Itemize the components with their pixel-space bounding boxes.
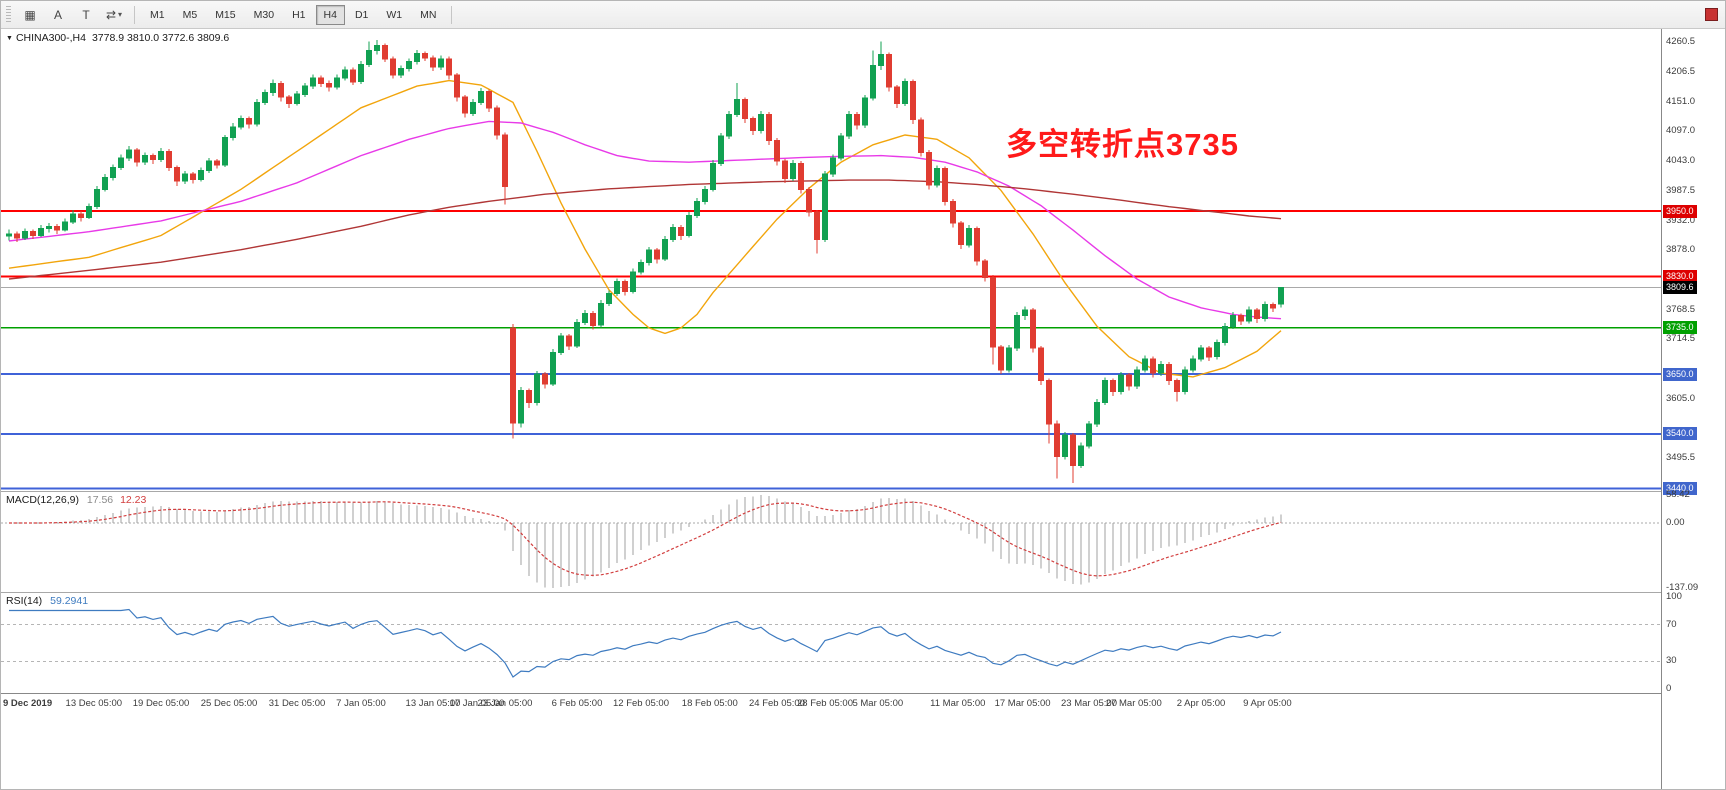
timeframe-toolbar: M1 M5 M15 M30 H1 H4 D1 W1 MN <box>141 4 445 25</box>
rsi-label: RSI(14) <box>6 595 43 607</box>
timeframe-h1[interactable]: H1 <box>292 8 306 21</box>
macd-panel[interactable]: MACD(12,26,9) 17.56 12.23 <box>1 492 1661 593</box>
time-label: 5 Mar 05:00 <box>852 698 904 709</box>
macd-canvas[interactable] <box>1 492 1661 592</box>
low-value: 3772.6 <box>162 32 195 44</box>
macd-header: MACD(12,26,9) 17.56 12.23 <box>6 494 146 506</box>
time-label: 24 Feb 05:00 <box>749 698 805 709</box>
scale-label: -137.09 <box>1666 582 1699 594</box>
price-badge: 3440.0 <box>1663 481 1697 495</box>
time-label: 27 Mar 05:00 <box>1105 698 1162 709</box>
macd-signal-value: 12.23 <box>120 494 147 506</box>
rsi-canvas[interactable] <box>1 593 1661 693</box>
high-value: 3810.0 <box>127 32 160 44</box>
scale-label: 4206.5 <box>1666 65 1696 77</box>
scale-label: 4260.5 <box>1666 36 1696 48</box>
scale-label: 0.00 <box>1666 516 1685 528</box>
time-label: 6 Feb 05:00 <box>551 698 603 709</box>
scale-label: 3495.5 <box>1666 452 1696 464</box>
open-value: 3778.9 <box>91 32 125 44</box>
time-label: 19 Dec 05:00 <box>132 698 190 709</box>
time-label: 23 Jan 05:00 <box>477 698 533 709</box>
time-axis[interactable]: 9 Dec 2019 13 Dec 05:00 19 Dec 05:00 25 Dec… <box>1 694 1661 718</box>
price-scale[interactable]: 4260.5 4206.5 4151.0 4097.0 4043.0 3987.5 3932… <box>1661 29 1725 789</box>
macd-label: MACD(12,26,9) <box>6 494 79 506</box>
time-label: 13 Jan 05:00 <box>405 698 461 709</box>
tool-icon-group: ▦ A T ⇄ ▾ <box>16 4 128 26</box>
time-label: 9 Dec 2019 <box>3 698 53 709</box>
rsi-header: RSI(14) 59.2941 <box>6 595 88 607</box>
timeframe-m15[interactable]: M15 <box>215 8 236 21</box>
scale-label: 100 <box>1666 591 1682 602</box>
scale-label: 70 <box>1666 618 1677 630</box>
time-label: 28 Feb 05:00 <box>797 698 853 709</box>
macd-main-value: 17.56 <box>86 494 114 506</box>
scale-label: 3714.5 <box>1666 333 1696 345</box>
scale-label: 3987.5 <box>1666 184 1696 196</box>
scale-label: 0 <box>1666 683 1672 694</box>
price-badge: 3650.0 <box>1663 367 1697 381</box>
time-label: 12 Feb 05:00 <box>613 698 669 709</box>
chart-header: ▼ CHINA300-,H4 3778.9 3810.0 3772.6 3809.6 <box>6 32 229 44</box>
symbol-period-label: CHINA300-,H4 <box>15 32 86 44</box>
scale-label: 3605.0 <box>1666 392 1696 404</box>
time-label: 23 Mar 05:00 <box>1061 698 1117 709</box>
chevron-down-icon: ▾ <box>118 10 123 19</box>
timeframe-m1[interactable]: M1 <box>150 8 165 21</box>
scale-label: 4043.0 <box>1666 154 1696 166</box>
cycle-symbols-icon[interactable]: ⇄ ▾ <box>105 7 123 22</box>
toolbar: ▦ A T ⇄ ▾ M1 M5 M15 M30 H1 H4 D1 W1 MN <box>1 1 1725 29</box>
price-chart-canvas[interactable] <box>1 29 1661 491</box>
time-label: 7 Jan 05:00 <box>336 698 386 709</box>
time-label: 17 Mar 05:00 <box>994 698 1051 709</box>
close-value: 3809.6 <box>197 32 230 44</box>
scale-label: 3878.0 <box>1666 244 1696 256</box>
scale-label: 3768.5 <box>1666 303 1696 315</box>
time-label: 9 Apr 05:00 <box>1243 698 1292 709</box>
scale-label: 4151.0 <box>1666 95 1696 107</box>
collapse-triangle-icon[interactable]: ▼ <box>6 35 13 42</box>
scale-label: 4097.0 <box>1666 125 1696 137</box>
chart-workspace: ▼ CHINA300-,H4 3778.9 3810.0 3772.6 3809.6… <box>1 29 1725 789</box>
scale-label: 3932.0 <box>1666 214 1696 226</box>
toolbar-separator <box>134 5 135 24</box>
text-tool-icon[interactable]: T <box>82 7 90 22</box>
main-chart-pane[interactable]: ▼ CHINA300-,H4 3778.9 3810.0 3772.6 3809.6… <box>1 29 1661 492</box>
price-badge: 3830.0 <box>1663 269 1697 283</box>
timeframe-mn[interactable]: MN <box>420 8 437 21</box>
price-badge: 3950.0 <box>1663 204 1697 218</box>
toolbar-separator <box>451 5 453 24</box>
scale-label: 58.42 <box>1666 489 1690 501</box>
time-label: 18 Feb 05:00 <box>681 698 738 709</box>
alert-icon[interactable] <box>1705 8 1718 21</box>
scale-label: 30 <box>1666 655 1677 667</box>
timeframe-m30[interactable]: M30 <box>253 8 275 21</box>
price-badge: 3809.6 <box>1663 280 1697 294</box>
timeframe-m5[interactable]: M5 <box>182 8 198 21</box>
chart-annotation: 多空转折点3735 <box>1006 127 1239 162</box>
rsi-value: 59.2941 <box>50 595 89 607</box>
cursor-a-icon[interactable]: A <box>53 7 62 22</box>
time-label: 25 Dec 05:00 <box>200 698 258 709</box>
timeframe-h4[interactable]: H4 <box>315 4 345 25</box>
time-label: 11 Mar 05:00 <box>930 698 986 709</box>
time-label: 31 Dec 05:00 <box>268 698 326 709</box>
price-badge: 3540.0 <box>1663 427 1697 441</box>
time-label: 17 Jan 05:00 <box>449 698 505 709</box>
timeframe-w1[interactable]: W1 <box>386 8 403 21</box>
price-badge: 3735.0 <box>1663 321 1697 335</box>
time-label: 2 Apr 05:00 <box>1176 698 1226 709</box>
time-label: 13 Dec 05:00 <box>65 698 123 709</box>
chart-grid-icon[interactable]: ▦ <box>24 7 36 22</box>
timeframe-d1[interactable]: D1 <box>354 8 369 21</box>
toolbar-drag-handle[interactable] <box>6 5 11 24</box>
rsi-panel[interactable]: RSI(14) 59.2941 <box>1 593 1661 694</box>
